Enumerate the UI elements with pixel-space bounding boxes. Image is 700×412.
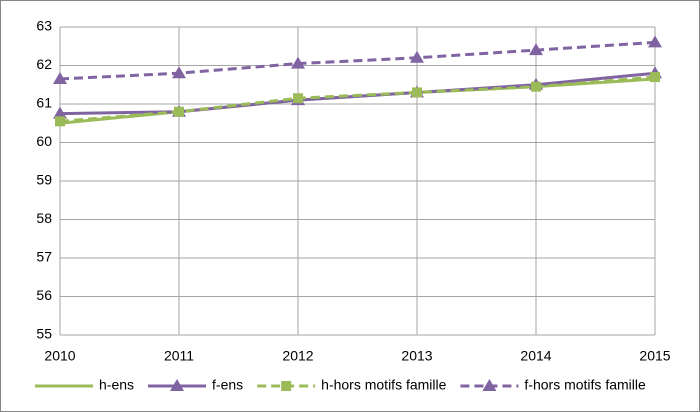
- point: [412, 87, 422, 98]
- y-tick-label: 62: [36, 56, 52, 72]
- point: [531, 81, 541, 92]
- y-tick-label: 63: [36, 18, 52, 34]
- legend-label: f-hors motifs famille: [524, 377, 646, 393]
- point: [174, 106, 184, 117]
- point: [410, 50, 424, 63]
- y-tick-label: 59: [36, 172, 52, 188]
- point: [291, 56, 305, 69]
- point: [53, 106, 67, 119]
- y-tick-label: 56: [36, 287, 52, 303]
- point: [648, 35, 662, 48]
- y-tick-label: 55: [36, 326, 52, 342]
- y-tick-label: 61: [36, 95, 52, 111]
- legend-label: f-ens: [212, 377, 243, 393]
- legend-marker: [482, 379, 497, 391]
- point: [55, 116, 65, 127]
- x-tick-label: 2015: [639, 348, 670, 364]
- legend-label: h-hors motifs famille: [321, 377, 446, 393]
- point: [172, 66, 186, 79]
- x-tick-label: 2013: [401, 348, 432, 364]
- x-tick-label: 2010: [44, 348, 75, 364]
- legend-marker: [281, 381, 292, 391]
- y-tick-label: 58: [36, 210, 52, 226]
- series-line: [59, 75, 656, 123]
- point: [529, 43, 543, 56]
- point: [293, 93, 303, 104]
- legend-label: h-ens: [99, 377, 134, 393]
- series-line: [59, 40, 656, 81]
- point: [650, 72, 660, 83]
- y-tick-label: 57: [36, 249, 52, 265]
- legend-marker: [170, 379, 185, 391]
- y-tick-label: 60: [36, 133, 52, 149]
- x-tick-label: 2012: [282, 348, 313, 364]
- x-tick-label: 2011: [164, 348, 194, 364]
- x-tick-label: 2014: [520, 348, 551, 364]
- point: [53, 71, 67, 84]
